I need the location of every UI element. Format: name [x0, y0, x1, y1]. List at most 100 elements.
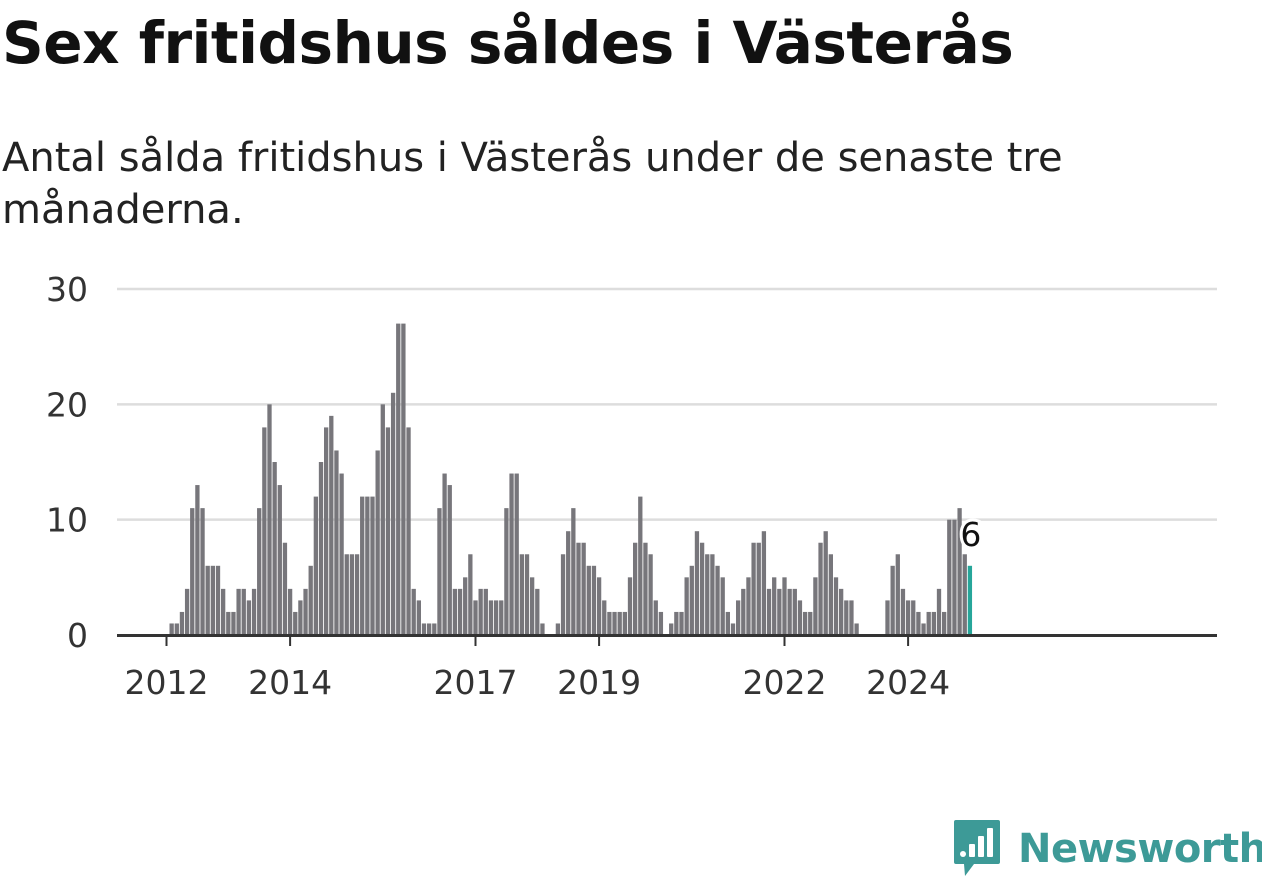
bar	[231, 611, 236, 635]
bar	[591, 565, 597, 635]
x-tick-label: 2024	[866, 663, 950, 702]
bar	[215, 565, 221, 635]
bar	[772, 577, 777, 635]
bar	[390, 392, 396, 635]
chart-title: Sex fritidshus såldes i Västerås	[2, 9, 1014, 77]
bar	[622, 611, 627, 635]
chart-subtitle: Antal sålda fritidshus i Västerås under …	[2, 135, 1063, 233]
bar	[406, 427, 411, 635]
axes	[117, 634, 1217, 646]
bar	[519, 554, 524, 635]
bar	[689, 565, 694, 635]
y-tick-label: 20	[46, 385, 88, 424]
bar	[421, 623, 427, 635]
bar	[895, 554, 900, 635]
bar	[566, 531, 571, 635]
bar	[205, 565, 210, 635]
bar	[777, 588, 782, 635]
bar	[365, 496, 370, 635]
bar	[560, 554, 566, 635]
bar	[952, 519, 957, 635]
bar	[282, 542, 288, 635]
bar	[967, 565, 973, 635]
bar	[756, 542, 761, 635]
bar	[169, 623, 174, 635]
bar	[272, 462, 277, 635]
value-annotation: 6	[960, 515, 981, 554]
bar	[488, 600, 494, 635]
bar	[262, 427, 267, 635]
brand-logo[interactable]: Newsworthy	[952, 818, 1262, 880]
bar	[766, 588, 772, 635]
bar	[658, 611, 664, 635]
bar	[627, 577, 633, 635]
bar	[936, 588, 942, 635]
bar	[514, 473, 519, 635]
bar	[473, 600, 478, 635]
bar	[808, 611, 813, 635]
x-tick-label: 2012	[125, 663, 209, 702]
bar	[957, 508, 962, 635]
bar	[833, 577, 839, 635]
bar	[576, 542, 581, 635]
bar	[354, 554, 360, 635]
bar	[339, 473, 344, 635]
bar	[602, 600, 607, 635]
bar	[463, 577, 468, 635]
brand-name: Newsworthy	[1018, 826, 1262, 872]
bar	[241, 588, 246, 635]
bar	[226, 611, 231, 635]
bar	[236, 588, 241, 635]
bar	[257, 508, 262, 635]
bar	[432, 623, 437, 635]
bar	[221, 588, 226, 635]
bar	[267, 404, 272, 635]
bar	[921, 623, 926, 635]
bar	[555, 623, 561, 635]
newsworthy-logo-icon	[954, 820, 1000, 876]
bar	[818, 542, 823, 635]
bar	[942, 611, 947, 635]
bar	[653, 600, 658, 635]
bar	[329, 415, 334, 635]
y-tick-label: 0	[67, 616, 88, 655]
bar	[839, 588, 844, 635]
bar	[318, 462, 324, 635]
bar	[360, 496, 365, 635]
bar	[720, 577, 725, 635]
bar	[900, 588, 906, 635]
bar	[401, 323, 406, 635]
bar	[251, 588, 257, 635]
bar	[313, 496, 318, 635]
bar	[540, 623, 545, 635]
bar	[736, 600, 741, 635]
bar	[699, 542, 705, 635]
bar	[380, 404, 385, 635]
bar	[710, 554, 715, 635]
bar	[385, 427, 391, 635]
bar	[586, 565, 591, 635]
labels: 0 10 20 30 2012 2014 2017 2019 2022 2024 6	[46, 270, 984, 702]
bar	[741, 588, 746, 635]
bar	[370, 496, 375, 635]
x-tick-label: 2019	[557, 663, 641, 702]
bar	[504, 508, 509, 635]
x-tick-label: 2014	[248, 663, 332, 702]
bar	[674, 611, 679, 635]
bar	[499, 600, 504, 635]
bar	[823, 531, 828, 635]
bar	[277, 485, 282, 635]
bar	[648, 554, 653, 635]
bar	[442, 473, 447, 635]
bar	[468, 554, 473, 635]
bar	[184, 588, 190, 635]
bar	[447, 485, 452, 635]
bar	[509, 473, 514, 635]
bar	[844, 600, 849, 635]
bar	[612, 611, 617, 635]
bar	[885, 600, 890, 635]
bar	[916, 611, 921, 635]
bar	[344, 554, 349, 635]
bar	[174, 623, 179, 635]
